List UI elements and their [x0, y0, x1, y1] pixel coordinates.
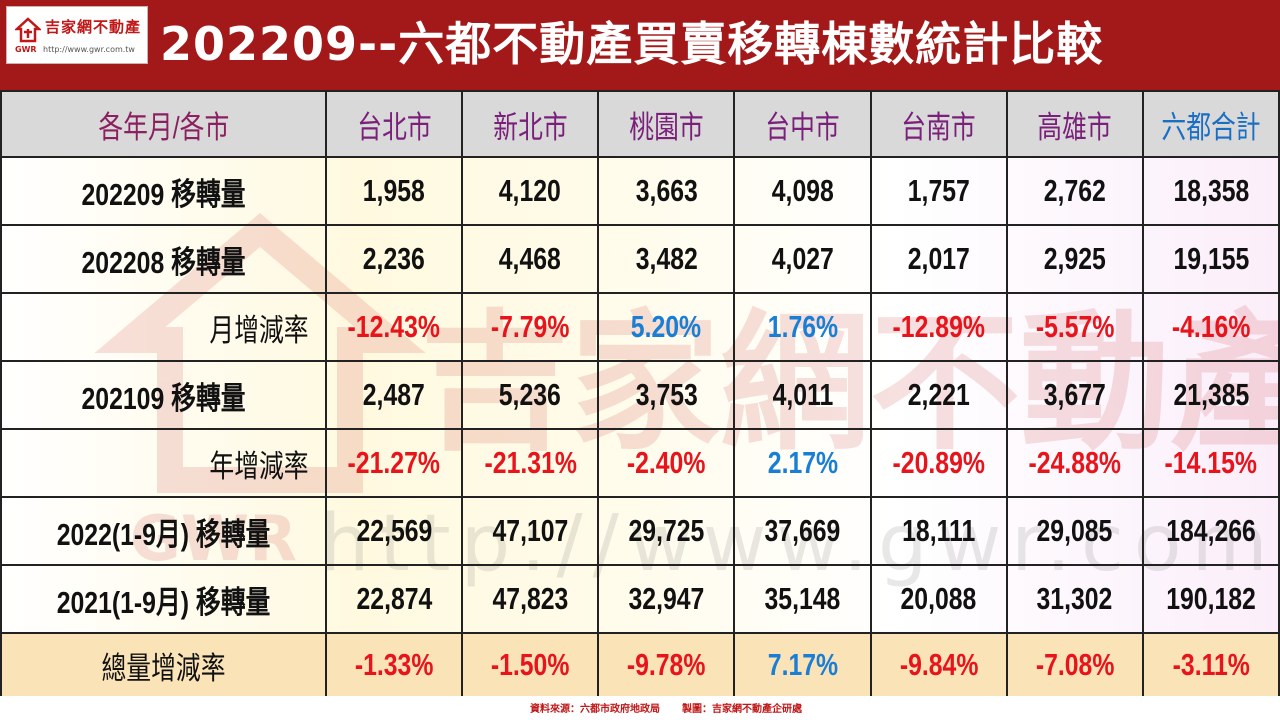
- table-row: 2021(1-9月) 移轉量 22,874 47,823 32,947 35,148 20…: [0, 564, 1280, 634]
- table-cell: 1,958: [325, 156, 464, 226]
- col-header-taoyuan: 桃園市: [597, 90, 736, 158]
- table-cell: -14.15%: [1141, 428, 1280, 498]
- table-cell: 2,221: [869, 360, 1008, 430]
- table-row: 202208 移轉量 2,236 4,468 3,482 4,027 2,017 2,925…: [0, 224, 1280, 294]
- table-cell: 20,088: [869, 564, 1008, 634]
- row-label: 2021(1-9月) 移轉量: [0, 564, 328, 634]
- table-row: 年增減率 -21.27% -21.31% -2.40% 2.17% -20.89% -24.…: [0, 428, 1280, 498]
- table-cell: 3,677: [1005, 360, 1144, 430]
- logo: 吉家網不動產 GWR http://www.gwr.com.tw: [6, 6, 148, 64]
- table-cell: 190,182: [1141, 564, 1280, 634]
- col-header-total: 六都合計: [1141, 90, 1280, 158]
- table-cell: -12.43%: [325, 292, 464, 362]
- table-row: 202109 移轉量 2,487 5,236 3,753 4,011 2,221 3,677…: [0, 360, 1280, 430]
- made-by-text: 製圖：吉家網不動產企研處: [682, 704, 802, 715]
- table-cell: -7.08%: [1005, 632, 1144, 698]
- table-cell: 32,947: [597, 564, 736, 634]
- table-cell: 3,753: [597, 360, 736, 430]
- table-cell: 22,569: [325, 496, 464, 566]
- page-title: 202209--六都不動產買賣移轉棟數統計比較: [160, 17, 1104, 71]
- transfer-table: 各年月/各市 台北市 新北市 桃園市 台中市 台南市 高雄市 六都合計 2022…: [0, 90, 1280, 698]
- footer: [0, 696, 1280, 720]
- row-label: 總量增減率: [0, 632, 328, 698]
- table-cell: 47,823: [461, 564, 600, 634]
- table-cell: 21,385: [1141, 360, 1280, 430]
- table-cell: -9.84%: [869, 632, 1008, 698]
- header-bar: 吉家網不動產 GWR http://www.gwr.com.tw 202209-…: [0, 0, 1280, 90]
- col-header-taipei: 台北市: [325, 90, 464, 158]
- table-cell: -1.33%: [325, 632, 464, 698]
- row-label: 202209 移轉量: [0, 156, 328, 226]
- table-row: 202209 移轉量 1,958 4,120 3,663 4,098 1,757 2,762…: [0, 156, 1280, 226]
- table-cell: -24.88%: [1005, 428, 1144, 498]
- table-cell: 3,482: [597, 224, 736, 294]
- table-cell: -7.79%: [461, 292, 600, 362]
- table-cell: 4,027: [733, 224, 872, 294]
- table-cell: 7.17%: [733, 632, 872, 698]
- table-cell: 2,925: [1005, 224, 1144, 294]
- table-header-row: 各年月/各市 台北市 新北市 桃園市 台中市 台南市 高雄市 六都合計: [0, 90, 1280, 158]
- row-label: 202109 移轉量: [0, 360, 328, 430]
- row-label: 2022(1-9月) 移轉量: [0, 496, 328, 566]
- table-row: 月增減率 -12.43% -7.79% 5.20% 1.76% -12.89% -5.57%…: [0, 292, 1280, 362]
- col-header-tainan: 台南市: [869, 90, 1008, 158]
- table-cell: 29,725: [597, 496, 736, 566]
- table-cell: 2,236: [325, 224, 464, 294]
- table-row: 總量增減率 -1.33% -1.50% -9.78% 7.17% -9.84% -7.08%…: [0, 632, 1280, 698]
- table-cell: 2,762: [1005, 156, 1144, 226]
- row-label: 月增減率: [0, 292, 328, 362]
- table-cell: 22,874: [325, 564, 464, 634]
- table-cell: 184,266: [1141, 496, 1280, 566]
- table-cell: -9.78%: [597, 632, 736, 698]
- logo-text: 吉家網不動產: [45, 18, 142, 36]
- table-cell: 4,468: [461, 224, 600, 294]
- table-cell: -5.57%: [1005, 292, 1144, 362]
- source-text: 資料來源：六都市政府地政局: [530, 704, 660, 715]
- logo-mark: GWR: [15, 45, 37, 54]
- table-cell: 2,487: [325, 360, 464, 430]
- table-cell: 1.76%: [733, 292, 872, 362]
- table-cell: 19,155: [1141, 224, 1280, 294]
- row-label: 年增減率: [0, 428, 328, 498]
- table-cell: 5.20%: [597, 292, 736, 362]
- table-cell: 3,663: [597, 156, 736, 226]
- table-cell: 1,757: [869, 156, 1008, 226]
- table-cell: 2,017: [869, 224, 1008, 294]
- table-cell: 4,120: [461, 156, 600, 226]
- col-header-kaohsiung: 高雄市: [1005, 90, 1144, 158]
- table-cell: 4,098: [733, 156, 872, 226]
- table-cell: 18,358: [1141, 156, 1280, 226]
- logo-url: http://www.gwr.com.tw: [43, 45, 135, 54]
- table-cell: -2.40%: [597, 428, 736, 498]
- corner-cell: 各年月/各市: [0, 90, 328, 158]
- table-cell: 29,085: [1005, 496, 1144, 566]
- table-cell: 47,107: [461, 496, 600, 566]
- col-header-new-taipei: 新北市: [461, 90, 600, 158]
- table-cell: 5,236: [461, 360, 600, 430]
- table-cell: 18,111: [869, 496, 1008, 566]
- col-header-taichung: 台中市: [733, 90, 872, 158]
- table-cell: -4.16%: [1141, 292, 1280, 362]
- table-cell: 31,302: [1005, 564, 1144, 634]
- table-cell: -21.27%: [325, 428, 464, 498]
- source-note: 資料來源：六都市政府地政局 製圖：吉家網不動產企研處: [530, 700, 802, 715]
- table-cell: 4,011: [733, 360, 872, 430]
- table-cell: 2.17%: [733, 428, 872, 498]
- table-cell: -12.89%: [869, 292, 1008, 362]
- table-cell: 35,148: [733, 564, 872, 634]
- table-cell: -21.31%: [461, 428, 600, 498]
- table-cell: -1.50%: [461, 632, 600, 698]
- table-cell: 37,669: [733, 496, 872, 566]
- table-cell: -3.11%: [1141, 632, 1280, 698]
- house-logo-icon: [15, 17, 41, 43]
- table-row: 2022(1-9月) 移轉量 22,569 47,107 29,725 37,669 18…: [0, 496, 1280, 566]
- table-cell: -20.89%: [869, 428, 1008, 498]
- row-label: 202208 移轉量: [0, 224, 328, 294]
